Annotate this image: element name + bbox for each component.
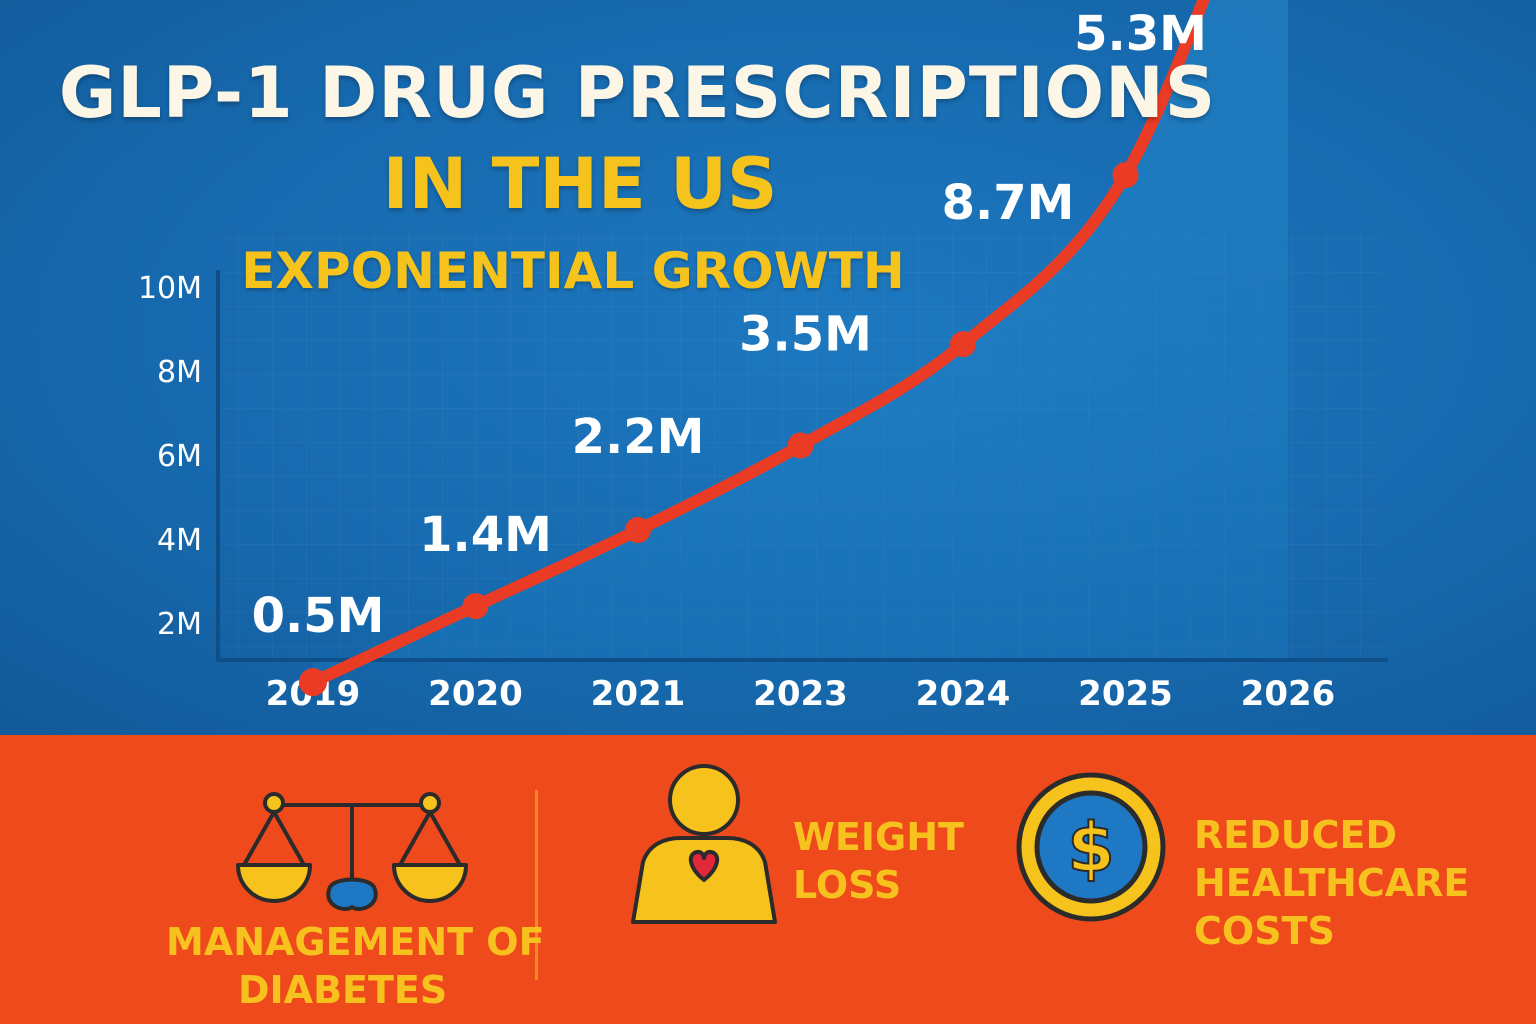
x-tick-label: 2025	[1078, 674, 1173, 714]
benefit-costs-label: REDUCED HEALTHCARE COSTS	[1194, 813, 1470, 953]
divider	[535, 790, 538, 980]
dollar-coin-icon: $	[1016, 772, 1166, 922]
benefit-weight-label: WEIGHT LOSS	[793, 815, 964, 907]
data-label: 3.5M	[739, 307, 872, 363]
scales-icon	[236, 792, 468, 911]
title-line-2: IN THE US	[382, 143, 778, 225]
y-tick-label: 10M	[138, 271, 202, 306]
y-tick-label: 4M	[157, 523, 202, 558]
y-tick-label: 6M	[157, 439, 202, 474]
y-tick-label: 2M	[157, 607, 202, 642]
person-heart-icon	[631, 764, 777, 924]
data-point	[625, 517, 651, 544]
data-label: 1.4M	[419, 507, 552, 563]
x-tick-label: 2023	[753, 674, 848, 714]
data-point	[462, 593, 489, 620]
x-tick-label: 2020	[428, 674, 523, 714]
x-tick-label: 2026	[1241, 674, 1336, 714]
title-line-1: GLP-1 DRUG PRESCRIPTIONS	[58, 52, 1217, 134]
data-label: 8.7M	[942, 175, 1075, 231]
chart-subtitle: EXPONENTIAL GROWTH	[241, 242, 905, 300]
y-tick-label: 8M	[157, 355, 202, 390]
benefit-diabetes-label: MANAGEMENT OF DIABETES	[166, 920, 545, 1012]
x-tick-label: 2021	[591, 674, 686, 714]
svg-text:$: $	[1067, 809, 1114, 888]
area-fill	[313, 0, 1288, 683]
data-point	[1112, 162, 1139, 189]
data-label: 5.3M	[1074, 6, 1207, 62]
data-label: 0.5M	[252, 588, 385, 644]
data-point	[787, 432, 814, 459]
data-point	[299, 668, 327, 697]
data-label: 2.2M	[572, 409, 705, 465]
x-tick-label: 2024	[916, 674, 1011, 714]
data-point	[950, 331, 976, 358]
